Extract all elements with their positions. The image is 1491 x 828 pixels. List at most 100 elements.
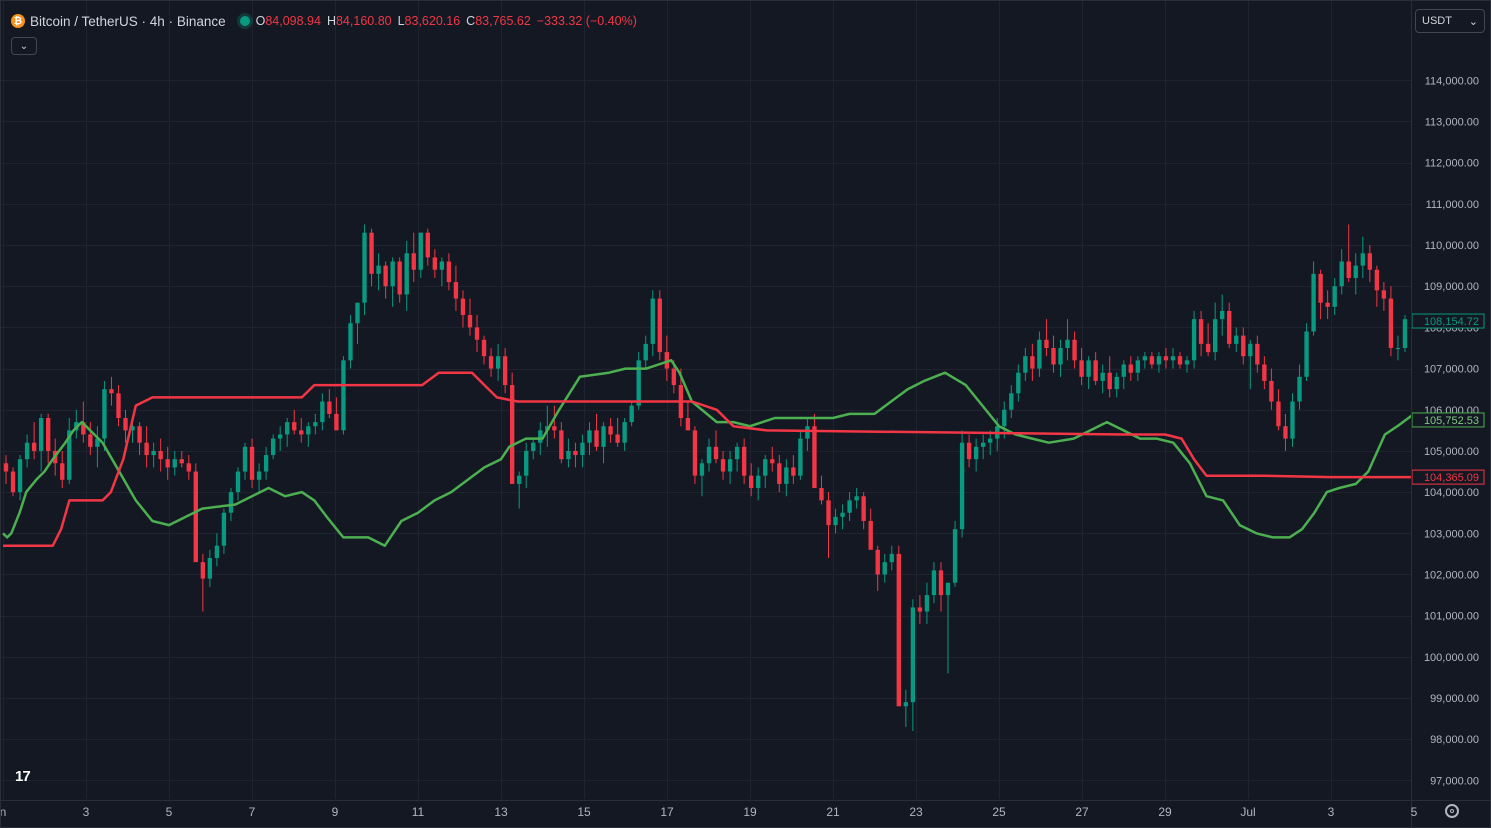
candle-body: [467, 315, 473, 328]
candle-body: [552, 426, 557, 431]
candle-body: [1114, 376, 1119, 390]
candle: [60, 450, 65, 489]
candle: [207, 549, 213, 587]
candle-body: [95, 438, 100, 447]
candle-body: [242, 446, 248, 472]
candle: [1283, 413, 1288, 451]
candle-body: [1065, 339, 1070, 348]
candle-body: [235, 471, 241, 493]
candle-body: [221, 512, 227, 546]
symbol-title[interactable]: Bitcoin / TetherUS · 4h · Binance: [30, 13, 226, 29]
candle-body: [1163, 356, 1169, 361]
candle: [833, 508, 838, 534]
candle: [467, 298, 473, 336]
candle: [348, 315, 353, 369]
candle: [327, 389, 332, 418]
candle: [573, 442, 578, 468]
candle: [1058, 339, 1063, 377]
candle-body: [1016, 372, 1021, 394]
candle: [770, 446, 775, 472]
candle: [123, 409, 128, 443]
candle: [826, 492, 831, 559]
candle-body: [151, 450, 156, 456]
candle-body: [594, 430, 599, 447]
candle: [221, 508, 227, 554]
candle-body: [966, 442, 972, 460]
candle: [67, 418, 72, 484]
candle-body: [404, 253, 409, 295]
candle-body: [1220, 310, 1225, 320]
candle: [868, 508, 873, 550]
candle: [1262, 356, 1267, 390]
candle: [734, 442, 740, 472]
candle: [1395, 335, 1401, 361]
tradingview-logo-icon[interactable]: 17: [15, 768, 31, 785]
candle: [116, 385, 121, 427]
candle: [1325, 290, 1330, 320]
candle: [495, 343, 501, 381]
time-tick-label: 19: [743, 805, 757, 819]
candle: [1177, 352, 1183, 369]
candle-body: [882, 562, 887, 575]
candle: [10, 467, 16, 497]
candle-body: [784, 467, 789, 484]
candle-body: [629, 405, 634, 423]
candle: [172, 450, 177, 476]
candle: [791, 455, 796, 484]
candle: [650, 290, 655, 357]
currency-select[interactable]: USDT ⌄: [1415, 9, 1485, 33]
candle: [882, 553, 887, 583]
time-tick-label: 3: [1328, 805, 1335, 819]
time-tick-label: 5: [1411, 805, 1418, 819]
candle: [509, 372, 515, 484]
candle-body: [756, 475, 761, 489]
candle-body: [1177, 356, 1183, 365]
candle-body: [376, 265, 381, 274]
candle-body: [727, 459, 733, 472]
candle: [1156, 352, 1162, 373]
candle: [1065, 319, 1070, 361]
candle: [242, 442, 248, 480]
legend-collapse-button[interactable]: ⌄: [11, 37, 37, 55]
candle: [819, 475, 824, 505]
candle: [1030, 343, 1035, 381]
candle: [1100, 364, 1105, 394]
candle-body: [1100, 372, 1105, 381]
candle-body: [1205, 343, 1211, 353]
candle: [1255, 335, 1260, 373]
candle-body: [875, 549, 880, 575]
candle-body: [1058, 347, 1063, 365]
candle: [1009, 385, 1014, 418]
candle-body: [587, 430, 592, 443]
candle-body: [481, 339, 487, 357]
candle: [1332, 277, 1337, 316]
candle-body: [46, 418, 51, 451]
candle-body: [1353, 265, 1358, 278]
candle-body: [847, 500, 852, 513]
candle: [186, 455, 191, 480]
candle: [299, 418, 304, 443]
candle-body: [411, 253, 416, 270]
candle-body: [868, 520, 873, 550]
candle-body: [896, 553, 901, 707]
candle: [959, 430, 965, 538]
candle-body: [102, 389, 107, 439]
candle-body: [833, 516, 838, 526]
candle-body: [1107, 372, 1112, 390]
candle-body: [706, 446, 712, 464]
settings-icon[interactable]: [1445, 804, 1459, 818]
candle-body: [1332, 286, 1337, 307]
candle: [594, 413, 599, 451]
candle-body: [207, 558, 213, 579]
price-tick-label: 99,000.00: [1430, 693, 1479, 705]
candle-body: [559, 430, 564, 460]
candle: [446, 253, 452, 291]
candle: [657, 290, 662, 361]
candle-body: [270, 438, 276, 456]
candle-body: [1227, 310, 1232, 344]
candle-body: [1184, 360, 1190, 365]
candle-body: [952, 529, 958, 583]
candle: [1227, 302, 1232, 348]
candle: [263, 446, 269, 480]
